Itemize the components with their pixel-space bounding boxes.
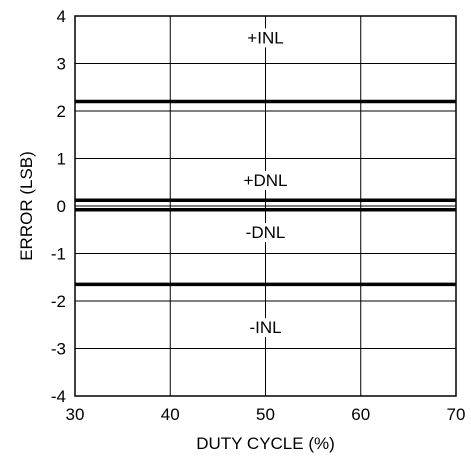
series-labels: +INL +DNL -DNL -INL bbox=[240, 28, 291, 338]
series-label-2: -DNL bbox=[246, 223, 286, 242]
y-tick-label-0: 4 bbox=[57, 7, 66, 26]
series-label-bg-0 bbox=[244, 28, 287, 48]
series-label-3: -INL bbox=[249, 318, 281, 337]
x-axis-label: DUTY CYCLE (%) bbox=[196, 434, 335, 453]
x-tick-label-1: 40 bbox=[161, 405, 180, 424]
grid bbox=[74, 15, 457, 397]
series-label-bg-1 bbox=[240, 170, 291, 190]
y-tick-label-2: 2 bbox=[57, 102, 66, 121]
y-tick-labels: 4 3 2 1 0 -1 -2 -3 -4 bbox=[51, 7, 66, 406]
x-tick-label-4: 70 bbox=[447, 405, 466, 424]
y-tick-label-3: 1 bbox=[57, 150, 66, 169]
series-label-bg-3 bbox=[246, 318, 285, 338]
x-tick-label-3: 60 bbox=[351, 405, 370, 424]
y-tick-label-5: -1 bbox=[51, 245, 66, 264]
y-axis-label: ERROR (LSB) bbox=[17, 151, 36, 261]
y-tick-label-6: -2 bbox=[51, 292, 66, 311]
series-label-bg-2 bbox=[242, 223, 289, 243]
plot-frame bbox=[74, 15, 457, 397]
y-tick-label-7: -3 bbox=[51, 340, 66, 359]
y-tick-label-1: 3 bbox=[57, 55, 66, 74]
x-tick-labels: 30 40 50 60 70 bbox=[66, 405, 466, 424]
y-tick-label-8: -4 bbox=[51, 387, 66, 406]
y-tick-label-4: 0 bbox=[57, 197, 66, 216]
series-label-0: +INL bbox=[247, 28, 283, 47]
x-tick-label-0: 30 bbox=[66, 405, 85, 424]
series-label-1: +DNL bbox=[244, 171, 288, 190]
x-tick-label-2: 50 bbox=[256, 405, 275, 424]
series-lines bbox=[75, 99, 456, 287]
